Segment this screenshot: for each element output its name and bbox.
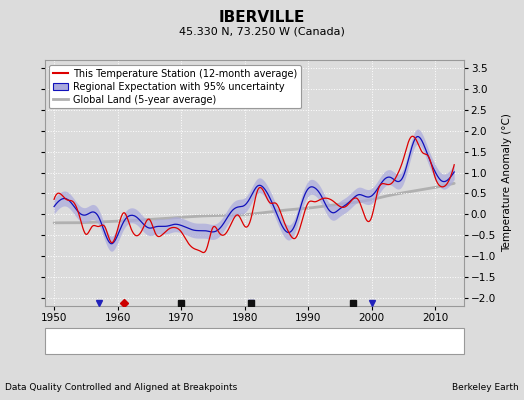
Text: ◆: ◆ bbox=[50, 336, 58, 346]
Text: Record Gap: Record Gap bbox=[150, 336, 206, 346]
Text: Berkeley Earth: Berkeley Earth bbox=[452, 383, 519, 392]
Text: ■: ■ bbox=[354, 336, 364, 346]
Text: 45.330 N, 73.250 W (Canada): 45.330 N, 73.250 W (Canada) bbox=[179, 26, 345, 36]
Text: Time of Obs. Change: Time of Obs. Change bbox=[234, 336, 332, 346]
Y-axis label: Temperature Anomaly (°C): Temperature Anomaly (°C) bbox=[501, 114, 511, 252]
Text: Empirical Break: Empirical Break bbox=[363, 336, 436, 346]
Legend: This Temperature Station (12-month average), Regional Expectation with 95% uncer: This Temperature Station (12-month avera… bbox=[49, 65, 301, 108]
Text: IBERVILLE: IBERVILLE bbox=[219, 10, 305, 25]
Text: Data Quality Controlled and Aligned at Breakpoints: Data Quality Controlled and Aligned at B… bbox=[5, 383, 237, 392]
Text: ▼: ▼ bbox=[227, 336, 234, 346]
Text: Station Move: Station Move bbox=[58, 336, 120, 346]
Text: ▲: ▲ bbox=[143, 336, 150, 346]
